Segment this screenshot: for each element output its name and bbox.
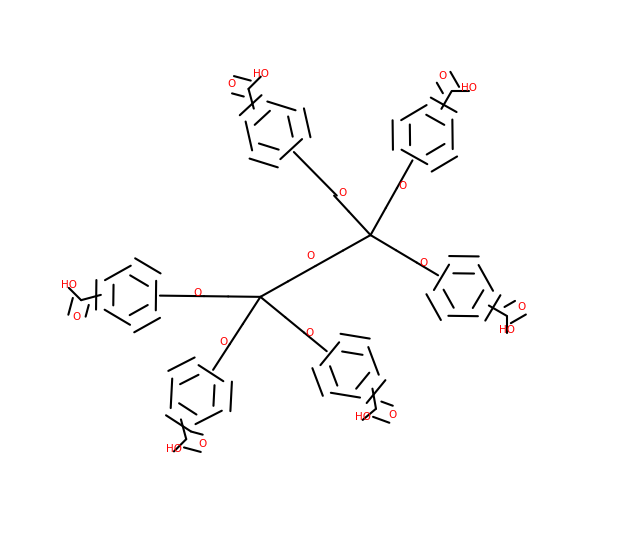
Text: O: O [306,251,314,261]
Text: O: O [398,180,406,191]
Text: HO: HO [166,444,182,454]
Text: O: O [388,410,396,420]
Text: O: O [219,336,227,347]
Text: O: O [227,79,236,90]
Text: O: O [338,188,346,198]
Text: O: O [305,328,314,338]
Text: O: O [518,302,526,312]
Text: O: O [194,288,202,299]
Text: O: O [72,312,81,322]
Text: HO: HO [461,84,477,93]
Text: O: O [419,258,427,267]
Text: HO: HO [498,326,514,335]
Text: O: O [439,71,447,81]
Text: HO: HO [253,69,269,79]
Text: O: O [199,438,207,449]
Text: HO: HO [355,412,371,422]
Text: HO: HO [61,280,77,290]
